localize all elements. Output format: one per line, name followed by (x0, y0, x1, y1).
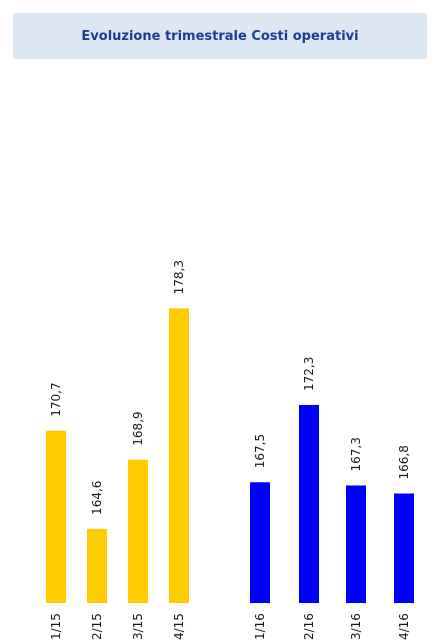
category-label: 1/15 (49, 613, 63, 640)
value-label: 166,8 (397, 445, 411, 479)
chart-title: Evoluzione trimestrale Costi operativi (81, 28, 359, 44)
bar-2-15 (87, 528, 107, 603)
bar-2-16 (299, 404, 319, 603)
bar-3-16 (346, 485, 366, 603)
category-label: 4/16 (397, 613, 411, 640)
bar-1-15 (46, 430, 66, 603)
category-label: 2/15 (90, 613, 104, 640)
value-label: 168,9 (131, 411, 145, 445)
bar-3-15 (128, 459, 148, 603)
category-label: 1/16 (253, 613, 267, 640)
category-label: 4/15 (172, 613, 186, 640)
value-label: 170,7 (49, 382, 63, 416)
category-label: 2/16 (302, 613, 316, 640)
value-label: 172,3 (302, 357, 316, 391)
category-label: 3/15 (131, 613, 145, 640)
value-label: 178,3 (172, 260, 186, 294)
value-label: 167,3 (349, 437, 363, 471)
bar-1-16 (250, 482, 270, 603)
category-label: 3/16 (349, 613, 363, 640)
bar-4-16 (394, 493, 414, 603)
chart-title-box: Evoluzione trimestrale Costi operativi (13, 13, 427, 59)
value-label: 167,5 (253, 434, 267, 468)
bar-4-15 (169, 308, 189, 603)
value-label: 164,6 (90, 481, 104, 515)
